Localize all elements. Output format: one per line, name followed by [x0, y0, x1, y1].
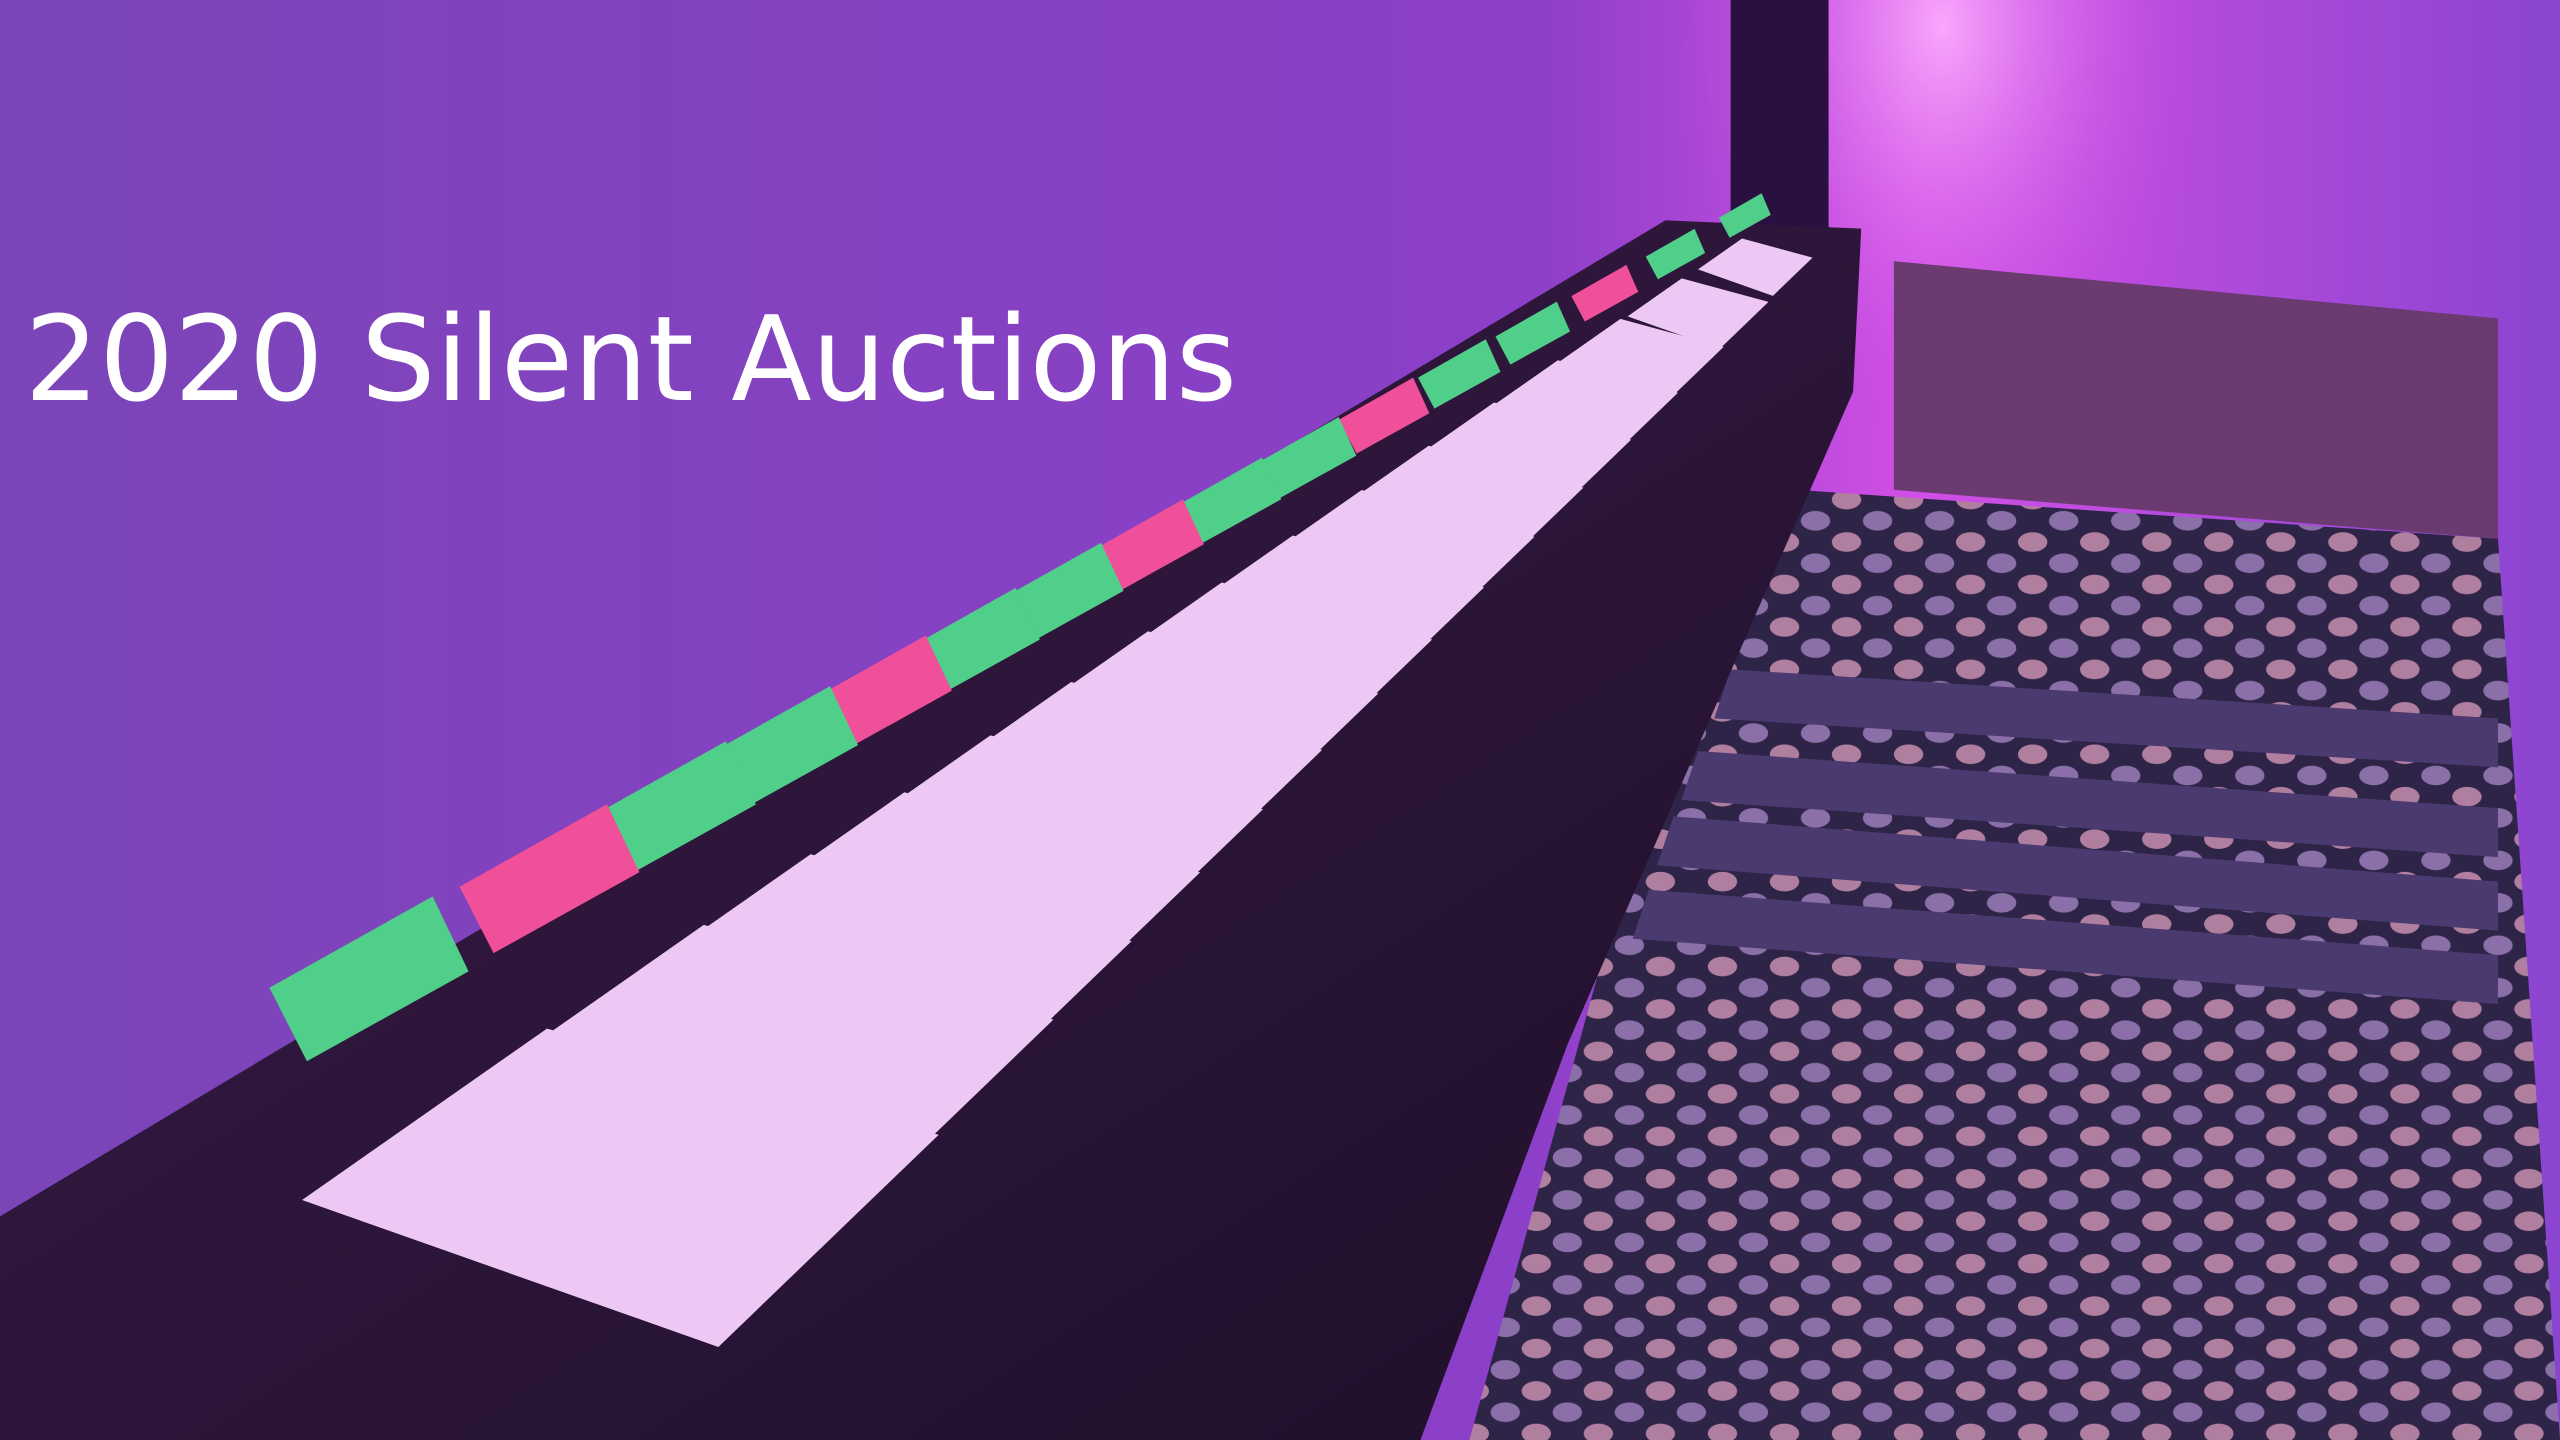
- page: 2020 Silent Auctions (() => { const data…: [0, 0, 2560, 1440]
- slide-title: 2020 Silent Auctions: [24, 291, 1237, 428]
- doorway: [1731, 0, 1829, 229]
- slide: 2020 Silent Auctions: [0, 0, 2560, 1440]
